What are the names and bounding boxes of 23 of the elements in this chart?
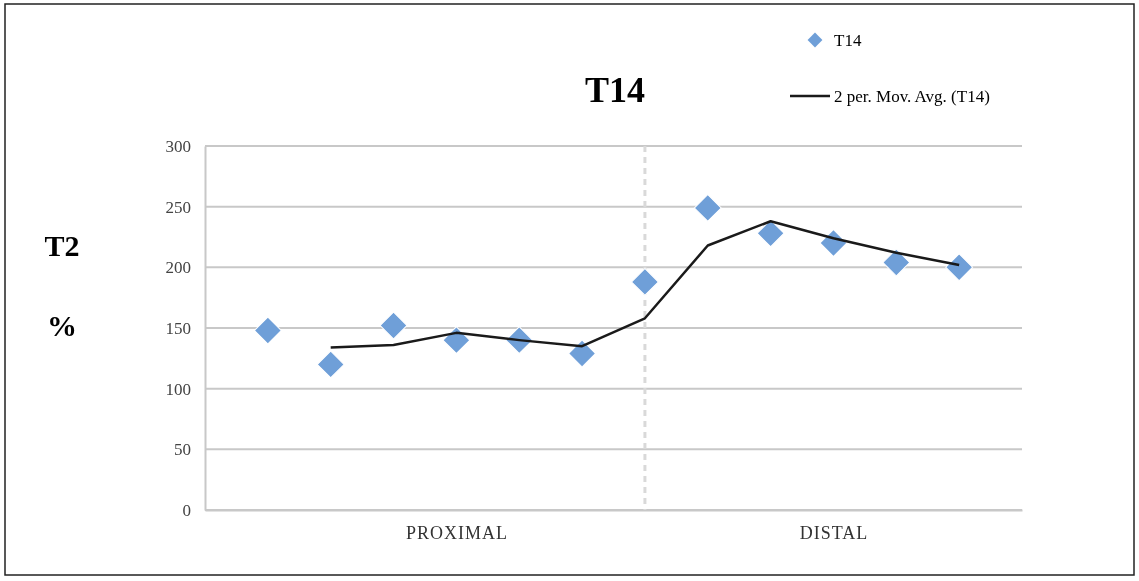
- point: [568, 339, 596, 368]
- point: [442, 326, 471, 355]
- x-tick-label: PROXIMAL: [405, 522, 508, 543]
- legend-label: T14: [834, 31, 862, 50]
- y-tick-label: 0: [182, 500, 191, 520]
- y-tick-label: 50: [174, 440, 191, 460]
- x-tick-label: DISTAL: [799, 522, 869, 543]
- y-tick-label: 200: [165, 258, 191, 278]
- legend-label: 2 per. Mov. Avg. (T14): [834, 87, 990, 106]
- point: [253, 316, 282, 345]
- text: T2 %: [44, 229, 80, 342]
- point: [882, 248, 911, 277]
- point: [693, 193, 722, 222]
- y-tick-label: 300: [165, 136, 191, 156]
- y-tick-label: 100: [165, 379, 191, 399]
- point: [756, 219, 785, 248]
- y-tick-label: 250: [165, 197, 191, 217]
- chart-title: T14: [584, 70, 646, 110]
- point: [945, 253, 974, 282]
- point: [316, 350, 345, 379]
- y-tick-label: 150: [165, 318, 191, 338]
- point: [631, 267, 659, 296]
- point: [379, 311, 408, 340]
